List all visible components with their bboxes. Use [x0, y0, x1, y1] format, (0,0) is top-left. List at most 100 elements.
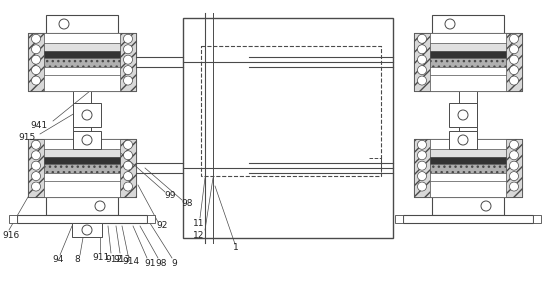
Bar: [430, 33, 506, 43]
Bar: [430, 75, 506, 91]
Text: 11: 11: [193, 220, 205, 228]
Bar: [147, 215, 155, 223]
Circle shape: [417, 172, 426, 181]
Bar: [44, 75, 120, 91]
Circle shape: [31, 140, 41, 149]
Bar: [44, 43, 120, 51]
Circle shape: [31, 66, 41, 75]
Circle shape: [481, 201, 491, 211]
Bar: [430, 139, 506, 149]
Bar: [430, 149, 506, 157]
Text: 98: 98: [155, 259, 167, 269]
Text: 99: 99: [164, 191, 175, 201]
Bar: [28, 33, 136, 91]
Circle shape: [509, 55, 519, 64]
Bar: [46, 15, 118, 33]
Circle shape: [124, 66, 133, 75]
Circle shape: [82, 225, 92, 235]
Bar: [73, 103, 101, 127]
Bar: [28, 33, 44, 91]
Circle shape: [31, 45, 41, 54]
Circle shape: [124, 151, 133, 160]
Circle shape: [458, 135, 468, 145]
Circle shape: [31, 151, 41, 160]
Bar: [44, 157, 120, 164]
Bar: [120, 139, 136, 197]
Bar: [44, 149, 120, 157]
Bar: [533, 215, 541, 223]
Circle shape: [124, 45, 133, 54]
Circle shape: [417, 182, 426, 191]
Bar: [432, 15, 504, 33]
Text: 98: 98: [181, 199, 192, 208]
Circle shape: [458, 110, 468, 120]
Circle shape: [509, 161, 519, 170]
Circle shape: [31, 76, 41, 85]
Circle shape: [509, 34, 519, 43]
Bar: [17, 215, 147, 223]
Bar: [183, 18, 393, 238]
Circle shape: [95, 201, 105, 211]
Bar: [414, 33, 522, 91]
Circle shape: [124, 34, 133, 43]
Bar: [403, 215, 533, 223]
Circle shape: [417, 66, 426, 75]
Circle shape: [124, 172, 133, 181]
Bar: [44, 181, 120, 197]
Bar: [44, 173, 120, 181]
Text: 92: 92: [156, 222, 167, 230]
Circle shape: [82, 110, 92, 120]
Text: 913: 913: [113, 255, 130, 263]
Bar: [414, 139, 522, 197]
Bar: [44, 139, 120, 149]
Bar: [73, 131, 101, 149]
Circle shape: [509, 140, 519, 149]
Bar: [28, 139, 136, 197]
Bar: [430, 164, 506, 173]
Bar: [44, 51, 120, 58]
Circle shape: [417, 34, 426, 43]
Bar: [430, 157, 506, 164]
Bar: [395, 215, 403, 223]
Circle shape: [417, 140, 426, 149]
Circle shape: [124, 76, 133, 85]
Bar: [430, 67, 506, 75]
Bar: [44, 164, 120, 173]
Bar: [506, 33, 522, 91]
Circle shape: [509, 151, 519, 160]
Circle shape: [417, 45, 426, 54]
Text: 915: 915: [18, 133, 35, 143]
Circle shape: [59, 19, 69, 29]
Bar: [44, 33, 120, 43]
Text: 911: 911: [92, 253, 109, 263]
Circle shape: [31, 55, 41, 64]
Circle shape: [82, 135, 92, 145]
Circle shape: [124, 140, 133, 149]
Text: 8: 8: [74, 255, 80, 265]
Text: 91: 91: [144, 259, 156, 267]
Bar: [9, 215, 17, 223]
Circle shape: [509, 182, 519, 191]
Bar: [430, 43, 506, 51]
Circle shape: [31, 161, 41, 170]
Bar: [430, 173, 506, 181]
Text: 9: 9: [171, 259, 177, 269]
Bar: [449, 103, 477, 127]
Bar: [432, 197, 504, 215]
Text: 94: 94: [52, 255, 63, 265]
Circle shape: [509, 45, 519, 54]
Bar: [44, 67, 120, 75]
Circle shape: [445, 19, 455, 29]
Text: 941: 941: [30, 121, 47, 131]
Circle shape: [417, 55, 426, 64]
Circle shape: [509, 76, 519, 85]
Text: 912: 912: [105, 255, 122, 263]
Bar: [73, 91, 91, 139]
Circle shape: [509, 172, 519, 181]
Bar: [459, 91, 477, 139]
Bar: [430, 181, 506, 197]
Text: 916: 916: [2, 230, 19, 239]
Bar: [506, 139, 522, 197]
Circle shape: [31, 172, 41, 181]
Circle shape: [417, 76, 426, 85]
